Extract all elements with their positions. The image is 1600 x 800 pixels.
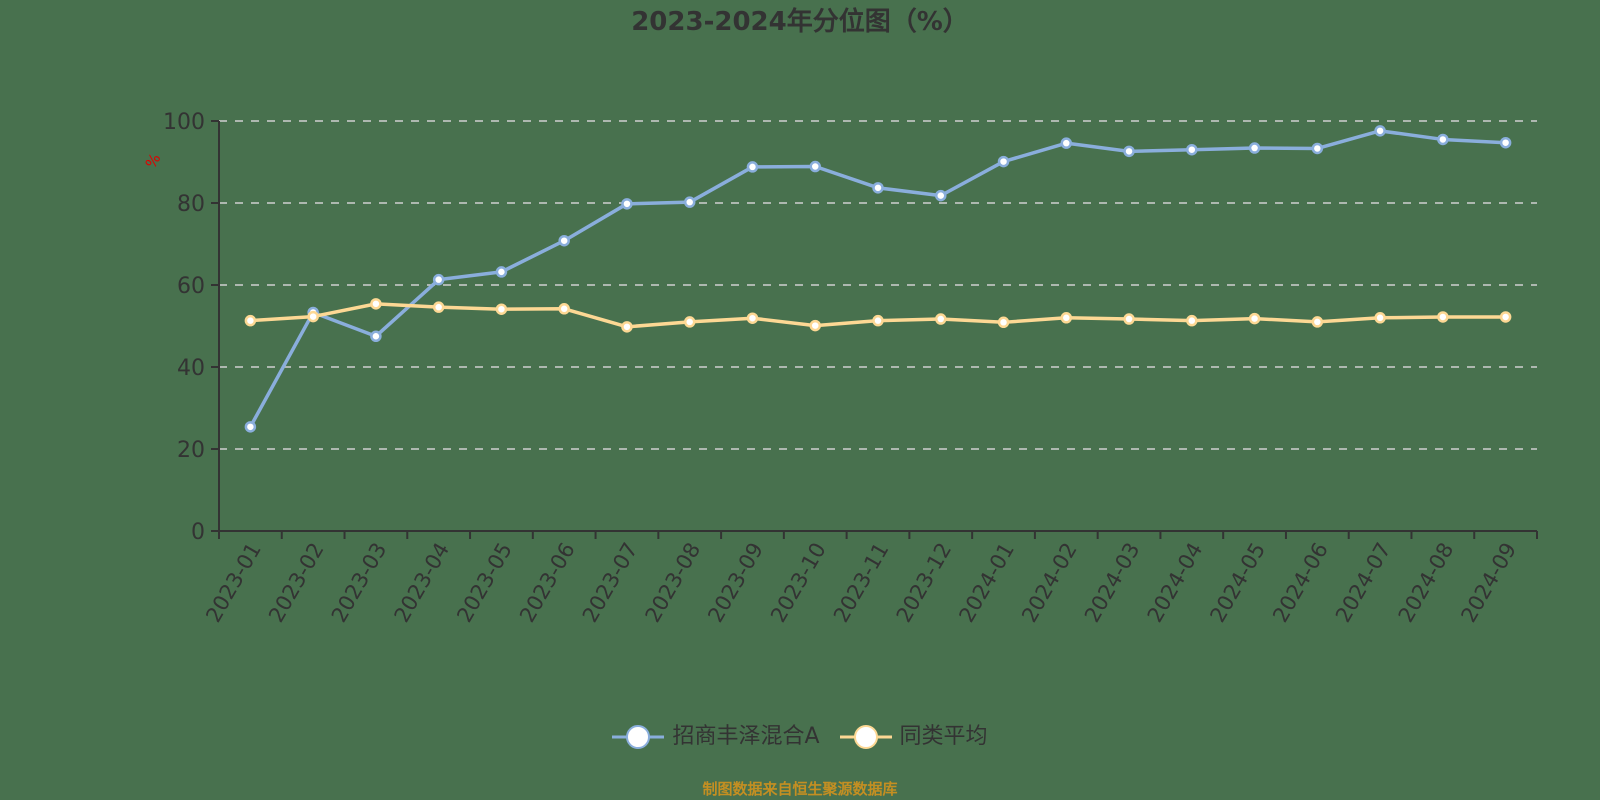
data-point[interactable] <box>872 182 884 194</box>
data-point[interactable] <box>809 319 821 332</box>
data-point[interactable] <box>1311 316 1324 328</box>
x-tick-label: 2024-01 <box>954 539 1019 627</box>
data-point[interactable] <box>558 303 570 315</box>
data-point[interactable] <box>370 298 382 310</box>
legend-marker-icon <box>612 725 665 749</box>
legend-marker-icon <box>839 725 892 749</box>
data-point[interactable] <box>558 234 570 247</box>
x-tick-label: 2023-02 <box>264 539 329 627</box>
x-tick-label: 2023-10 <box>766 539 831 627</box>
data-point[interactable] <box>432 273 445 286</box>
x-tick-label: 2023-06 <box>515 539 580 627</box>
x-tick-label: 2024-09 <box>1456 539 1521 627</box>
x-tick-label: 2024-05 <box>1205 539 1270 627</box>
x-tick-label: 2023-11 <box>829 539 894 627</box>
data-point[interactable] <box>1186 143 1198 156</box>
data-point[interactable] <box>1186 314 1198 327</box>
data-point[interactable] <box>872 314 884 327</box>
data-point[interactable] <box>1437 311 1449 323</box>
data-point[interactable] <box>1374 125 1386 137</box>
legend-label: 招商丰泽混合A <box>672 724 820 749</box>
y-tick-label: 20 <box>177 438 205 463</box>
data-point[interactable] <box>683 316 696 328</box>
data-point[interactable] <box>935 313 947 325</box>
y-tick-label: 60 <box>177 274 205 299</box>
data-point[interactable] <box>621 198 633 210</box>
data-point[interactable] <box>432 301 445 313</box>
x-tick-label: 2023-09 <box>703 539 768 627</box>
legend-item-peer-average[interactable]: 同类平均 <box>839 720 988 754</box>
data-point[interactable] <box>1060 312 1073 324</box>
data-point[interactable] <box>809 160 821 173</box>
data-point[interactable] <box>1060 137 1073 149</box>
data-point[interactable] <box>495 303 508 315</box>
x-tick-label: 2023-05 <box>452 539 517 627</box>
x-tick-label: 2023-07 <box>578 539 643 627</box>
data-source-note: 制图数据来自恒生聚源数据库 <box>702 780 898 798</box>
data-point[interactable] <box>746 161 759 173</box>
x-tick-label: 2023-03 <box>327 539 392 627</box>
data-point[interactable] <box>1248 142 1261 154</box>
y-tick-label: 100 <box>163 110 205 135</box>
x-tick-label: 2024-02 <box>1017 539 1082 627</box>
chart-title: 2023-2024年分位图（%） <box>631 7 969 37</box>
y-tick-label: 0 <box>191 520 205 545</box>
legend-label: 同类平均 <box>899 724 988 749</box>
data-point[interactable] <box>935 189 947 202</box>
data-point[interactable] <box>307 310 319 323</box>
x-tick-label: 2024-08 <box>1394 539 1459 627</box>
x-tick-label: 2024-06 <box>1268 539 1333 627</box>
x-tick-label: 2023-04 <box>390 539 455 627</box>
x-tick-label: 2024-07 <box>1331 539 1396 627</box>
x-tick-label: 2023-08 <box>641 539 706 627</box>
data-point[interactable] <box>1437 133 1449 146</box>
data-point[interactable] <box>1499 311 1512 323</box>
data-point[interactable] <box>1123 313 1135 325</box>
x-tick-label: 2024-03 <box>1080 539 1145 627</box>
data-point[interactable] <box>244 421 257 433</box>
data-point[interactable] <box>1374 312 1386 324</box>
legend-item-fund[interactable]: 招商丰泽混合A <box>612 720 820 754</box>
data-point[interactable] <box>244 314 257 327</box>
data-point[interactable] <box>683 196 696 208</box>
data-point[interactable] <box>997 316 1010 329</box>
data-point[interactable] <box>495 266 508 278</box>
data-point[interactable] <box>621 321 633 333</box>
data-point[interactable] <box>1311 142 1324 155</box>
y-tick-label: 80 <box>177 192 205 217</box>
data-point[interactable] <box>370 330 382 342</box>
legend: 招商丰泽混合A 同类平均 <box>0 720 1600 754</box>
x-tick-label: 2023-12 <box>892 539 957 627</box>
x-tick-label: 2024-04 <box>1143 539 1208 627</box>
data-point[interactable] <box>1248 312 1261 325</box>
x-tick-label: 2023-01 <box>201 539 266 627</box>
data-point[interactable] <box>997 155 1010 168</box>
data-point[interactable] <box>746 312 759 324</box>
y-tick-label: 40 <box>177 356 205 381</box>
data-point[interactable] <box>1123 145 1135 158</box>
data-point[interactable] <box>1499 136 1512 149</box>
